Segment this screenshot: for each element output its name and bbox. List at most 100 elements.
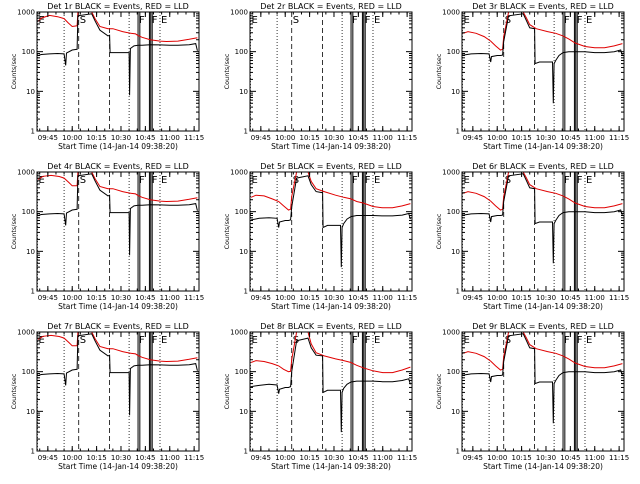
y-tick-label: 10 xyxy=(451,88,460,96)
x-axis-label: Start Time (14-Jan-14 09:38:20) xyxy=(58,142,178,151)
time-mark-label: E xyxy=(38,175,44,186)
panel-title: Det 2r BLACK = Events, RED = LLD xyxy=(260,2,402,11)
time-mark-label: F xyxy=(139,15,145,26)
x-tick-label: 10:15 xyxy=(87,134,107,142)
x-tick-label: 10:45 xyxy=(560,134,580,142)
time-mark-label: E xyxy=(161,175,167,186)
time-mark-label: E xyxy=(463,15,469,26)
x-tick-label: 10:45 xyxy=(560,454,580,462)
x-tick-label: 10:45 xyxy=(135,454,155,462)
time-mark-label: S xyxy=(80,175,86,186)
x-axis-label: Start Time (14-Jan-14 09:38:20) xyxy=(58,462,178,471)
x-tick-label: 10:15 xyxy=(512,294,532,302)
time-mark-label: S xyxy=(80,15,86,26)
x-tick-label: 10:15 xyxy=(512,134,532,142)
x-tick-label: 09:45 xyxy=(463,134,483,142)
y-tick-label: 1000 xyxy=(230,169,248,177)
time-mark-label: F xyxy=(352,15,358,26)
panel-frame xyxy=(249,331,413,452)
x-tick-label: 09:45 xyxy=(251,454,271,462)
x-tick-label: 11:15 xyxy=(397,294,417,302)
x-tick-label: 11:00 xyxy=(160,134,180,142)
y-tick-label: 100 xyxy=(447,368,460,376)
x-tick-label: 10:30 xyxy=(111,454,131,462)
time-mark-label: E xyxy=(251,335,257,346)
y-tick-label: 100 xyxy=(22,368,35,376)
time-mark-label: E xyxy=(251,15,257,26)
time-mark-label: E xyxy=(161,15,167,26)
x-tick-label: 09:45 xyxy=(38,134,58,142)
x-tick-label: 11:00 xyxy=(160,294,180,302)
y-tick-label: 100 xyxy=(447,48,460,56)
lld-series-line xyxy=(462,332,623,371)
y-tick-label: 1 xyxy=(456,128,460,136)
time-mark-label: F xyxy=(352,175,358,186)
x-tick-label: 10:30 xyxy=(536,454,556,462)
panel-frame xyxy=(249,171,413,292)
x-tick-label: 11:15 xyxy=(609,294,629,302)
time-mark-label: S xyxy=(80,335,86,346)
time-mark-label: E xyxy=(251,175,257,186)
panel-frame xyxy=(36,331,200,452)
lld-series-line xyxy=(37,332,198,363)
time-mark-label: F xyxy=(152,335,158,346)
x-tick-label: 10:00 xyxy=(62,454,82,462)
panel-frame xyxy=(461,331,625,452)
time-mark-label: F xyxy=(564,15,570,26)
y-tick-label: 1 xyxy=(31,448,35,456)
events-series-line xyxy=(251,175,411,268)
x-tick-label: 11:15 xyxy=(184,294,204,302)
x-tick-label: 10:00 xyxy=(275,134,295,142)
panel-title: Det 9r BLACK = Events, RED = LLD xyxy=(472,322,614,331)
x-tick-label: 09:45 xyxy=(251,134,271,142)
x-tick-label: 10:15 xyxy=(87,294,107,302)
x-tick-label: 11:00 xyxy=(373,294,393,302)
time-mark-label: F xyxy=(152,175,158,186)
panel-title: Det 4r BLACK = Events, RED = LLD xyxy=(47,162,189,171)
y-tick-label: 100 xyxy=(235,48,248,56)
events-series-line xyxy=(463,333,623,424)
time-mark-label: S xyxy=(293,15,299,26)
x-tick-label: 10:30 xyxy=(536,134,556,142)
events-series-line xyxy=(463,13,623,104)
y-tick-label: 1000 xyxy=(230,329,248,337)
y-tick-label: 1 xyxy=(244,128,248,136)
y-tick-label: 1 xyxy=(456,288,460,296)
time-mark-label: F xyxy=(352,335,358,346)
y-tick-label: 10 xyxy=(451,408,460,416)
time-mark-label: E xyxy=(38,15,44,26)
time-mark-label: F xyxy=(577,15,583,26)
y-tick-label: 1000 xyxy=(442,9,460,17)
y-axis-label: Counts/sec xyxy=(10,213,18,249)
time-mark-label: E xyxy=(38,335,44,346)
y-tick-label: 100 xyxy=(22,208,35,216)
y-tick-label: 1 xyxy=(244,288,248,296)
time-mark-label: E xyxy=(463,335,469,346)
y-axis-label: Counts/sec xyxy=(223,373,231,409)
x-tick-label: 11:00 xyxy=(373,134,393,142)
x-tick-label: 10:15 xyxy=(87,454,107,462)
x-tick-label: 11:15 xyxy=(397,454,417,462)
y-tick-label: 10 xyxy=(239,408,248,416)
x-tick-label: 11:00 xyxy=(160,454,180,462)
events-series-line xyxy=(37,333,198,416)
time-mark-label: F xyxy=(139,175,145,186)
y-tick-label: 100 xyxy=(22,48,35,56)
events-series-line xyxy=(37,173,198,256)
lld-series-line xyxy=(462,172,623,211)
time-mark-label: F xyxy=(139,335,145,346)
x-axis-label: Start Time (14-Jan-14 09:38:20) xyxy=(483,462,603,471)
panel-frame xyxy=(36,171,200,292)
time-mark-label: F xyxy=(365,15,371,26)
time-mark-label: E xyxy=(586,335,592,346)
y-tick-label: 10 xyxy=(26,408,35,416)
lld-series-line xyxy=(37,12,198,43)
